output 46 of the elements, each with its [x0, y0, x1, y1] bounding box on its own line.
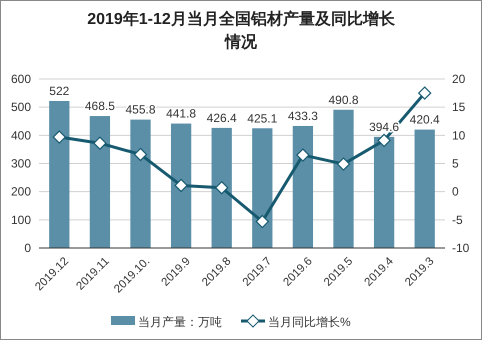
bar	[252, 128, 272, 248]
point	[296, 148, 310, 162]
legend-label: 当月产量：万吨	[138, 315, 222, 329]
data-label: 433.3	[288, 108, 318, 123]
data-label: 490.8	[328, 92, 359, 107]
y-tick-label: 200	[10, 184, 32, 199]
point	[174, 178, 188, 192]
y-tick-label: 400	[10, 128, 32, 142]
bar	[49, 100, 70, 248]
y-tick-label: 0	[24, 241, 32, 255]
bar	[90, 116, 110, 248]
y2-tick-label: -10	[452, 241, 470, 255]
bar	[292, 126, 314, 248]
y2-tick-label: 0	[452, 184, 459, 199]
bar	[212, 128, 232, 248]
bar	[130, 120, 151, 248]
point	[336, 157, 350, 171]
chart-title: 2019年1-12月当月全国铝材产量及同比增长情况	[87, 10, 396, 51]
y2-tick-label: 20	[452, 72, 466, 86]
bar	[333, 110, 354, 248]
data-label: 426.4	[206, 110, 238, 125]
point	[52, 130, 66, 144]
legend-label: 当月同比增长%	[268, 315, 351, 329]
y2-tick-label: 10	[452, 128, 466, 142]
bar	[374, 136, 394, 248]
bar	[414, 130, 435, 248]
y2-tick-label: 5	[452, 156, 459, 170]
data-label: 441.8	[166, 106, 196, 121]
point	[134, 148, 148, 162]
y-tick-label: 500	[10, 100, 32, 114]
point	[93, 136, 106, 150]
data-label: 420.4	[410, 112, 440, 127]
data-label: 425.1	[247, 111, 278, 126]
point	[215, 181, 228, 194]
bar	[170, 124, 192, 248]
data-label: 455.8	[125, 102, 156, 117]
data-label: 468.5	[84, 99, 116, 114]
y-tick-label: 300	[10, 156, 32, 170]
y-tick-label: 600	[10, 72, 32, 86]
y-tick-label: 100	[10, 212, 32, 227]
y2-tick-label: -5	[452, 212, 463, 227]
y2-tick-label: 15	[452, 100, 466, 114]
data-label: 522	[49, 84, 70, 98]
point	[378, 134, 391, 148]
point	[256, 214, 269, 228]
point	[418, 86, 432, 100]
